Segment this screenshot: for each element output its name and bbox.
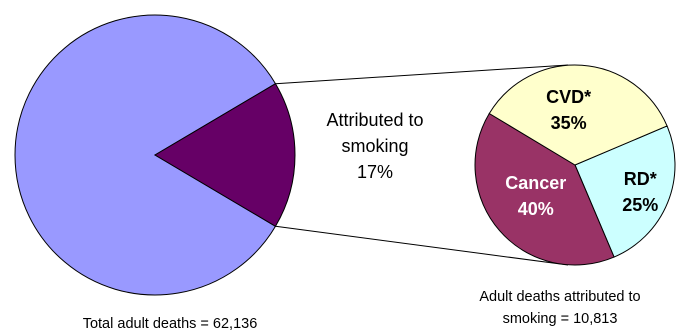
detail-pie-category-label: Cancer — [505, 173, 566, 193]
main-pie — [14, 14, 296, 296]
main-pie-slice-label: Attributed to — [326, 110, 423, 130]
main-pie-caption: Total adult deaths = 62,136 — [83, 316, 258, 332]
detail-pie-slice — [488, 64, 668, 166]
connector-lines — [275, 64, 569, 266]
detail-pie-caption: Adult deaths attributed to — [479, 289, 640, 305]
main-pie-slice-value: 17% — [357, 162, 393, 182]
connector-line — [275, 225, 569, 266]
detail-pie-caption: smoking = 10,813 — [503, 311, 618, 327]
detail-pie-category-label: RD* — [624, 169, 657, 189]
detail-pie-category-label: CVD* — [546, 87, 591, 107]
detail-pie: RD* 25% Cancer 40% CVD* 35% — [474, 64, 676, 266]
main-pie-slice — [14, 14, 277, 296]
main-pie-slice — [154, 83, 296, 227]
detail-pie-value-label: 40% — [518, 199, 554, 219]
detail-pie-slice — [574, 125, 676, 258]
detail-pie-value-label: 35% — [551, 113, 587, 133]
detail-pie-value-label: 25% — [622, 195, 658, 215]
detail-pie-slice — [474, 112, 615, 266]
connector-line — [275, 64, 569, 85]
main-pie-slice-label: smoking — [341, 136, 408, 156]
